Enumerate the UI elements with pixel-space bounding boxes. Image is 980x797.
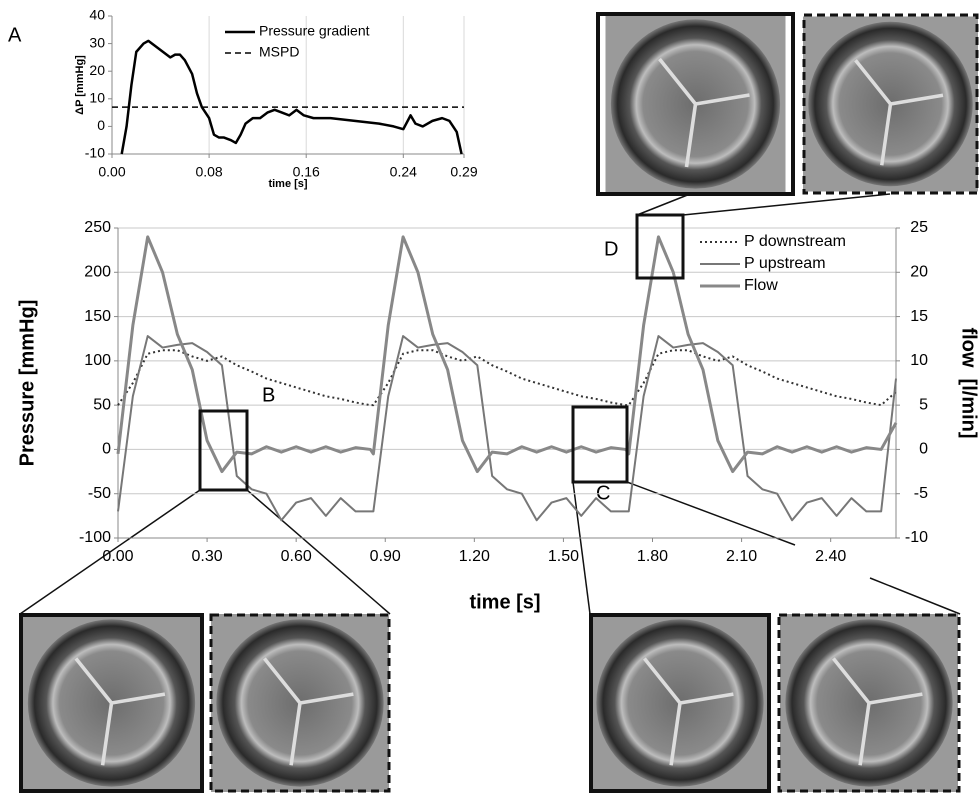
zoom-box <box>573 407 627 482</box>
connector <box>683 194 890 215</box>
y-tick-label: 50 <box>93 396 111 413</box>
valve-photo <box>591 614 769 792</box>
y-tick-label: 250 <box>84 219 111 236</box>
legend-label: P downstream <box>744 233 846 250</box>
y-tick-label: 100 <box>84 352 111 369</box>
x-tick-label: 1.80 <box>637 548 668 565</box>
x-tick-label: 1.20 <box>459 548 490 565</box>
y-tick-label: -10 <box>85 145 105 161</box>
x-tick-label: 0.00 <box>98 164 125 180</box>
x-tick-label: 1.50 <box>548 548 579 565</box>
y2-tick-label: 15 <box>910 308 928 325</box>
photos <box>21 14 978 792</box>
y2-axis-title: flow [l/min] <box>958 327 980 438</box>
x-tick-label: 2.10 <box>726 548 757 565</box>
y-tick-label: -50 <box>88 485 111 502</box>
x-tick-label: 0.29 <box>450 164 477 180</box>
x-tick-label: 2.40 <box>815 548 846 565</box>
y-tick-label: 0 <box>102 441 111 458</box>
figure: ABCD-100102030400.000.080.160.240.29time… <box>0 0 980 797</box>
connector <box>637 194 690 215</box>
y-tick-label: 0 <box>97 117 105 133</box>
x-tick-label: 0.30 <box>192 548 223 565</box>
y2-tick-label: -5 <box>914 485 928 502</box>
y-tick-label: 30 <box>89 34 105 50</box>
legend-label: Flow <box>744 277 778 294</box>
x-tick-label: 0.08 <box>195 164 222 180</box>
y-tick-label: 200 <box>84 264 111 281</box>
valve-photo <box>780 614 958 792</box>
panel-label: D <box>604 238 618 260</box>
y2-tick-label: -10 <box>905 529 928 546</box>
y2-tick-label: 20 <box>910 264 928 281</box>
legend-label: P upstream <box>744 255 826 272</box>
legend-label: Pressure gradient <box>259 23 370 39</box>
y2-tick-label: 25 <box>910 219 928 236</box>
x-tick-label: 0.24 <box>390 164 417 180</box>
y-tick-label: 10 <box>89 90 105 106</box>
valve-photo <box>23 614 201 792</box>
y2-tick-label: 5 <box>919 396 928 413</box>
y-tick-label: 150 <box>84 308 111 325</box>
valve-photo <box>606 14 786 194</box>
x-axis-title: time [s] <box>469 591 540 613</box>
x-tick-label: 0.60 <box>281 548 312 565</box>
x-tick-label: 0.90 <box>370 548 401 565</box>
y-tick-label: 20 <box>89 62 105 78</box>
panel-label: A <box>8 24 22 46</box>
y-axis-title: Pressure [mmHg] <box>16 300 38 467</box>
y-axis-title: ΔP [mmHg] <box>74 55 86 115</box>
valve-photo <box>211 614 389 792</box>
y-tick-label: 40 <box>89 7 105 23</box>
series-line <box>118 350 896 405</box>
y2-tick-label: 10 <box>910 352 928 369</box>
y2-tick-label: 0 <box>919 441 928 458</box>
zoom-box <box>637 215 683 278</box>
valve-photo <box>803 17 978 192</box>
x-axis-title: time [s] <box>268 178 307 190</box>
connector <box>870 578 960 614</box>
panel-label: B <box>262 384 275 406</box>
x-tick-label: 0.00 <box>102 548 133 565</box>
y-tick-label: -100 <box>79 529 111 546</box>
legend-label: MSPD <box>259 44 299 60</box>
